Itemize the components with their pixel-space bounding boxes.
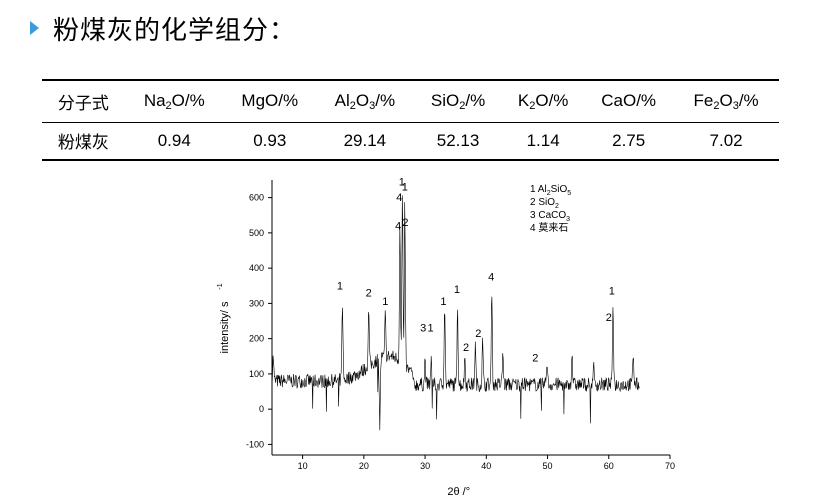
peak-label: 2 (606, 312, 612, 324)
y-tick-label: 400 (249, 263, 264, 273)
y-tick-label: 300 (249, 298, 264, 308)
peak-label: 1 (609, 286, 615, 298)
bullet-triangle-icon (30, 21, 39, 35)
legend-entry: 2 SiO2 (530, 197, 559, 210)
x-tick-label: 20 (359, 461, 369, 471)
peak-label: 4 (488, 271, 494, 283)
peak-label: 2 (366, 287, 372, 299)
legend-entry: 1 Al2SiO5 (530, 184, 571, 197)
x-tick-label: 50 (543, 461, 553, 471)
y-tick-label: 500 (249, 228, 264, 238)
value-cell: 7.02 (673, 122, 779, 161)
x-tick-label: 60 (604, 461, 614, 471)
peak-label: 4 (395, 220, 401, 232)
y-axis-title: intensity/ s (219, 301, 231, 353)
x-tick-label: 40 (481, 461, 491, 471)
peak-label: 2 (402, 217, 408, 229)
x-axis-title: 2θ /° (447, 486, 470, 498)
column-header: CaO/% (584, 79, 674, 123)
x-tick-label: 30 (420, 461, 430, 471)
peak-label: 3 (420, 323, 426, 335)
y-tick-label: 100 (249, 369, 264, 379)
column-header: SiO2/% (413, 79, 503, 123)
peak-label: 4 (396, 192, 402, 204)
table-row: 粉煤灰 0.94 0.93 29.14 52.13 1.14 2.75 7.02 (42, 122, 779, 161)
y-tick-label: 600 (249, 193, 264, 203)
peak-label: 1 (402, 182, 408, 194)
peak-label: 1 (382, 296, 388, 308)
value-cell: 0.94 (124, 122, 224, 161)
column-header: Na2O/% (124, 79, 224, 123)
y-tick-label: 0 (259, 404, 264, 414)
legend-entry: 3 CaCO3 (530, 210, 570, 223)
peak-label: 2 (463, 342, 469, 354)
page-title: 粉煤灰的化学组分： (53, 15, 297, 46)
xrd-chart: 10 20 30 40 50 60 70 -100 0 100 200 300 400 500 600 2θ … (217, 176, 675, 498)
y-tick-label: 200 (249, 334, 264, 344)
peak-label: 1 (428, 323, 434, 335)
table-header-row: 分子式 Na2O/% MgO/% Al2O3/% SiO2/% K2O/% CaO/% Fe… (42, 79, 779, 123)
column-header: MgO/% (223, 79, 316, 123)
x-tick-label: 70 (665, 461, 675, 471)
xrd-pattern-line (271, 195, 640, 431)
column-header: Fe2O3/% (673, 79, 779, 123)
value-cell: 2.75 (584, 122, 674, 161)
legend-entry: 4 莫来石 (530, 222, 568, 234)
peak-label: 2 (532, 353, 538, 365)
peak-label: 1 (454, 284, 460, 296)
peak-label: 2 (475, 328, 481, 340)
title-bar: 粉煤灰的化学组分： (30, 10, 296, 46)
peak-label: 1 (440, 296, 446, 308)
value-cell: 29.14 (315, 122, 414, 161)
y-tick-label: -100 (246, 439, 264, 449)
peak-label: 1 (399, 176, 405, 188)
column-header: Al2O3/% (315, 79, 414, 123)
composition-table: 分子式 Na2O/% MgO/% Al2O3/% SiO2/% K2O/% CaO/% Fe… (42, 79, 779, 161)
value-cell: 1.14 (502, 122, 585, 161)
column-header: K2O/% (502, 79, 585, 123)
x-tick-label: 10 (298, 461, 308, 471)
y-axis-title-superscript: -1 (217, 283, 224, 289)
row-header-cell: 分子式 (42, 79, 125, 123)
value-cell: 52.13 (413, 122, 503, 161)
peak-label: 1 (337, 280, 343, 292)
value-cell: 0.93 (223, 122, 316, 161)
row-label-cell: 粉煤灰 (42, 122, 125, 161)
